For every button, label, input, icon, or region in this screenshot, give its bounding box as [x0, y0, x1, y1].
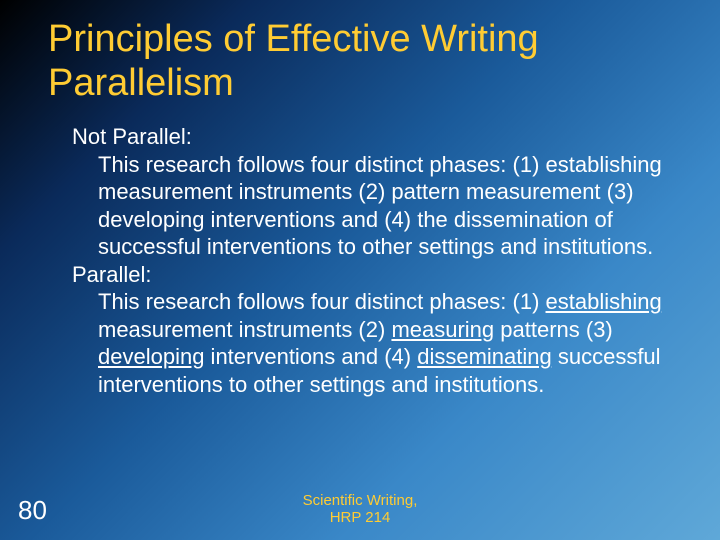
parallel-text: This research follows four distinct phas…	[72, 288, 664, 398]
footer-line-2: HRP 214	[330, 509, 391, 526]
underline-3: developing	[98, 344, 204, 369]
body-block: Not Parallel: This research follows four…	[48, 123, 672, 398]
not-parallel-label: Not Parallel:	[72, 123, 664, 151]
not-parallel-text: This research follows four distinct phas…	[72, 151, 664, 261]
underline-2: measuring	[391, 317, 494, 342]
slide: Principles of Effective Writing Parallel…	[0, 0, 720, 540]
parallel-mid2: patterns (3)	[494, 317, 613, 342]
underline-4: disseminating	[417, 344, 552, 369]
underline-1: establishing	[546, 289, 662, 314]
parallel-pre: This research follows four distinct phas…	[98, 289, 546, 314]
footer-text: Scientific Writing, HRP 214	[0, 492, 720, 527]
title-line-1: Principles of Effective Writing	[48, 18, 539, 60]
title-line-2: Parallelism	[48, 62, 234, 104]
slide-title: Principles of Effective Writing Parallel…	[48, 18, 672, 105]
parallel-mid1: measurement instruments (2)	[98, 317, 391, 342]
footer-line-1: Scientific Writing,	[303, 492, 418, 509]
parallel-mid3: interventions and (4)	[204, 344, 417, 369]
parallel-label: Parallel:	[72, 261, 664, 289]
